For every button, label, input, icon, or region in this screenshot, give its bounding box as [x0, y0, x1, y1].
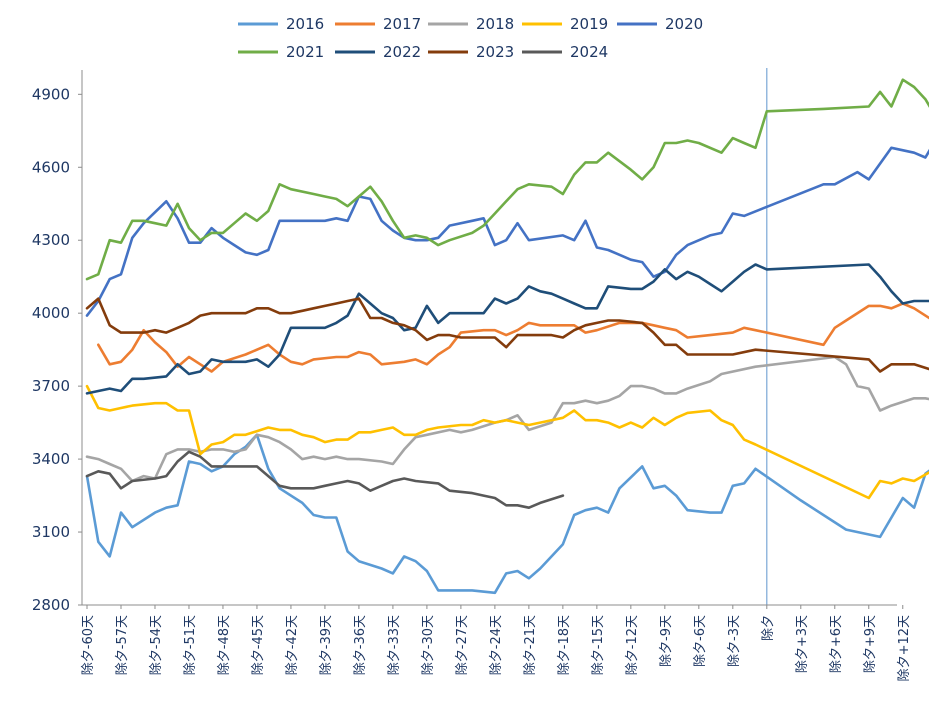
y-tick-label: 4300 [32, 231, 70, 249]
x-tick-label: 除夕-39天 [319, 615, 334, 675]
legend-label-2020: 2020 [665, 15, 703, 33]
x-tick-label: 除夕+6天 [829, 615, 844, 673]
x-tick-label: 除夕-12天 [625, 615, 640, 675]
x-tick-label: 除夕-21天 [523, 615, 538, 675]
legend-label-2021: 2021 [286, 43, 324, 61]
x-tick-label: 除夕-54天 [149, 615, 164, 675]
y-tick-label: 4000 [32, 304, 70, 322]
series-line-2020 [85, 146, 929, 317]
y-tick-label: 3100 [32, 523, 70, 541]
legend-label-2023: 2023 [476, 43, 514, 61]
x-tick-label: 除夕+3天 [795, 615, 810, 673]
x-tick-label: 除夕-51天 [183, 615, 198, 675]
x-tick-label: 除夕-3天 [727, 615, 742, 667]
x-tick-label: 除夕+12天 [897, 615, 912, 681]
x-tick-label: 除夕-60天 [81, 615, 96, 675]
x-tick-label: 除夕-18天 [557, 615, 572, 675]
legend-label-2019: 2019 [570, 15, 608, 33]
x-tick-label: 除夕-9天 [659, 615, 674, 667]
legend-label-2018: 2018 [476, 15, 514, 33]
x-tick-label: 除夕-36天 [353, 615, 368, 675]
series-line-2021 [85, 78, 929, 281]
series-line-2017 [97, 302, 929, 373]
series-line-2018 [85, 355, 929, 483]
x-tick-label: 除夕-24天 [489, 615, 504, 675]
series-line-2023 [85, 297, 929, 373]
legend-label-2024: 2024 [570, 43, 608, 61]
x-tick-label: 除夕-42天 [285, 615, 300, 675]
legend-label-2016: 2016 [286, 15, 324, 33]
x-tick-label: 除夕-57天 [115, 615, 130, 675]
x-tick-label: 除夕-15天 [591, 615, 606, 675]
legend-label-2017: 2017 [383, 15, 421, 33]
y-tick-label: 4600 [32, 158, 70, 176]
series-line-2019 [85, 384, 929, 500]
x-tick-label: 除夕 [761, 615, 776, 641]
series-line-2016 [85, 433, 929, 595]
y-tick-label: 4900 [32, 85, 70, 103]
series-line-2024 [85, 450, 565, 509]
legend-label-2022: 2022 [383, 43, 421, 61]
x-tick-label: 除夕-30天 [421, 615, 436, 675]
x-tick-label: 除夕-33天 [387, 615, 402, 675]
x-tick-label: 除夕-27天 [455, 615, 470, 675]
axes: 2800 3100 3400 3700 4000 4300 4600 4900 除夕-60天 除夕… [32, 70, 912, 681]
y-tick-label: 3700 [32, 377, 70, 395]
x-tick-label: 除夕-45天 [251, 615, 266, 675]
series-layer [85, 78, 929, 595]
x-tick-label: 除夕-48天 [217, 615, 232, 675]
series-line-2022 [85, 263, 929, 395]
y-tick-label: 3400 [32, 450, 70, 468]
y-tick-label: 2800 [32, 596, 70, 614]
legend: 2016 2017 2018 2019 2020 2021 2022 2023 2024 [238, 15, 703, 61]
x-tick-label: 除夕+9天 [863, 615, 878, 673]
x-tick-label: 除夕-6天 [693, 615, 708, 667]
